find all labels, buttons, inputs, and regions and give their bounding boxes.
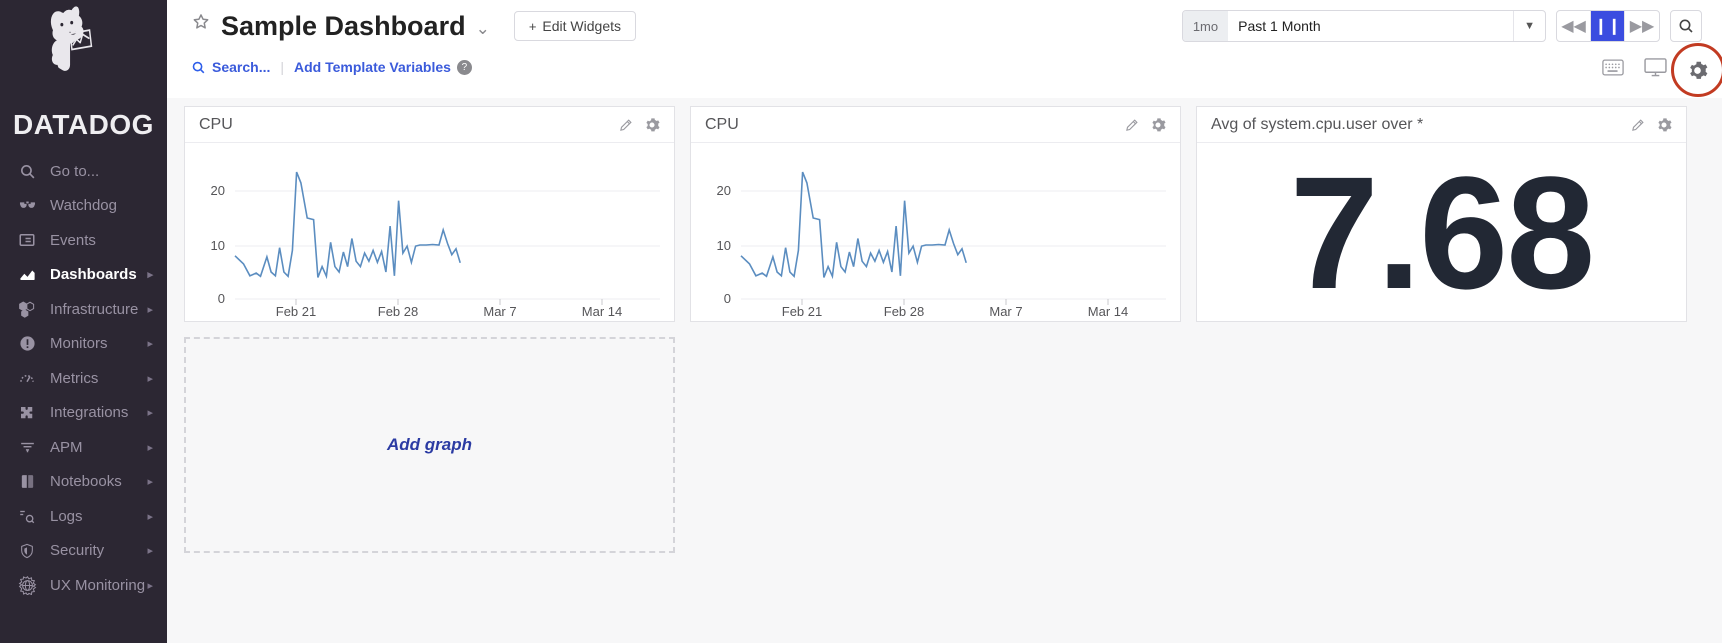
svg-text:Mar 14: Mar 14	[582, 304, 622, 319]
svg-text:20: 20	[211, 183, 225, 198]
svg-text:0: 0	[218, 291, 225, 306]
svg-text:10: 10	[717, 238, 731, 253]
svg-text:Feb 28: Feb 28	[884, 304, 924, 319]
svg-text:Feb 28: Feb 28	[378, 304, 418, 319]
svg-text:Mar 7: Mar 7	[483, 304, 516, 319]
svg-text:Mar 14: Mar 14	[1088, 304, 1128, 319]
svg-text:20: 20	[717, 183, 731, 198]
svg-text:Feb 21: Feb 21	[276, 304, 316, 319]
svg-text:0: 0	[724, 291, 731, 306]
svg-text:Feb 21: Feb 21	[782, 304, 822, 319]
svg-text:10: 10	[211, 238, 225, 253]
svg-text:Mar 7: Mar 7	[989, 304, 1022, 319]
